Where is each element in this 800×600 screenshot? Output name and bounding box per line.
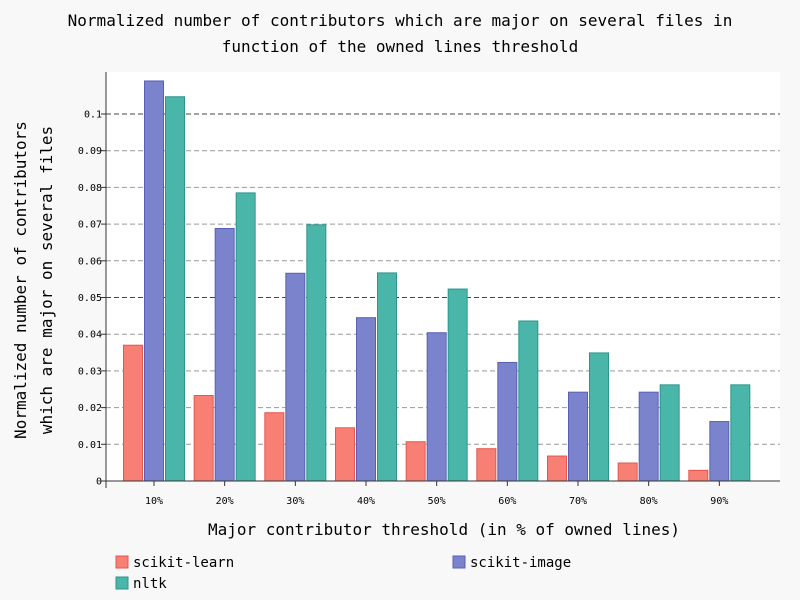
x-tick-label: 50%	[428, 496, 446, 507]
y-tick-label: 0.07	[78, 220, 102, 231]
bar-scikit-image	[638, 391, 659, 482]
y-tick-label: 0.03	[78, 366, 102, 377]
x-tick-label: 30%	[286, 496, 304, 507]
x-tick-label: 60%	[498, 496, 516, 507]
bar-nltk	[447, 288, 468, 482]
bar-nltk	[165, 96, 185, 482]
y-axis-title-line-2: which are major on several files	[37, 126, 56, 434]
y-tick-label: 0.04	[78, 330, 102, 341]
y-tick-label: 0	[96, 477, 102, 488]
y-tick-label: 0.09	[78, 146, 102, 157]
y-axis-title: Normalized number of contributors which …	[11, 121, 56, 439]
y-tick-label: 0.05	[78, 293, 102, 304]
bar-scikit-learn	[476, 448, 497, 482]
bar-scikit-image	[214, 228, 235, 482]
y-tick-label: 0.08	[78, 183, 102, 194]
x-tick-label: 20%	[216, 496, 234, 507]
bar-scikit-learn	[123, 344, 143, 482]
legend-swatch-scikit-image	[452, 555, 466, 569]
bar-nltk	[518, 320, 539, 482]
bar-scikit-image	[356, 317, 376, 482]
bar-nltk	[659, 384, 680, 482]
bar-scikit-image	[285, 272, 306, 482]
bar-nltk	[589, 352, 609, 482]
legend: scikit-learn scikit-image nltk	[115, 555, 571, 592]
x-tick-label: 80%	[640, 496, 658, 507]
bar-scikit-learn	[547, 455, 567, 482]
x-axis-title: Major contributor threshold (in % of own…	[208, 520, 680, 539]
legend-swatch-nltk	[115, 576, 129, 590]
x-tick-label: 90%	[710, 496, 728, 507]
bar-scikit-learn	[617, 462, 638, 482]
legend-label-nltk: nltk	[133, 576, 167, 592]
x-tick-label: 70%	[569, 496, 587, 507]
y-tick-labels: 0 0.01 0.02 0.03 0.04 0.05 0.06 0.07 0.08 0.09 0.1	[78, 110, 106, 488]
chart-title-line-1: Normalized number of contributors which …	[68, 11, 733, 30]
bar-nltk	[306, 224, 327, 482]
bar-scikit-image	[568, 391, 588, 482]
bar-scikit-learn	[405, 441, 426, 482]
bar-scikit-image	[144, 80, 164, 482]
y-tick-label: 0.02	[78, 403, 102, 414]
y-axis-title-line-1: Normalized number of contributors	[11, 121, 30, 439]
bar-nltk	[730, 384, 751, 482]
chart-title-line-2: function of the owned lines threshold	[222, 37, 578, 56]
x-tick-label: 10%	[145, 496, 163, 507]
bar-scikit-learn	[688, 469, 709, 482]
bar-scikit-learn	[193, 394, 214, 482]
bar-scikit-image	[497, 361, 518, 482]
bar-scikit-learn	[335, 427, 355, 482]
legend-label-scikit-learn: scikit-learn	[133, 555, 234, 571]
y-tick-label: 0.1	[84, 110, 102, 121]
bar-scikit-learn	[264, 412, 285, 482]
y-tick-label: 0.06	[78, 256, 102, 267]
bar-scikit-image	[426, 332, 447, 482]
bar-nltk	[377, 272, 397, 482]
legend-label-scikit-image: scikit-image	[470, 555, 571, 571]
x-tick-label: 40%	[357, 496, 375, 507]
bar-scikit-image	[709, 421, 730, 482]
x-tick-labels: 10% 20% 30% 40% 50% 60% 70% 80% 90%	[145, 481, 728, 507]
bars	[123, 80, 751, 482]
legend-swatch-scikit-learn	[115, 555, 129, 569]
y-tick-label: 0.01	[78, 440, 102, 451]
bar-nltk	[235, 192, 256, 482]
